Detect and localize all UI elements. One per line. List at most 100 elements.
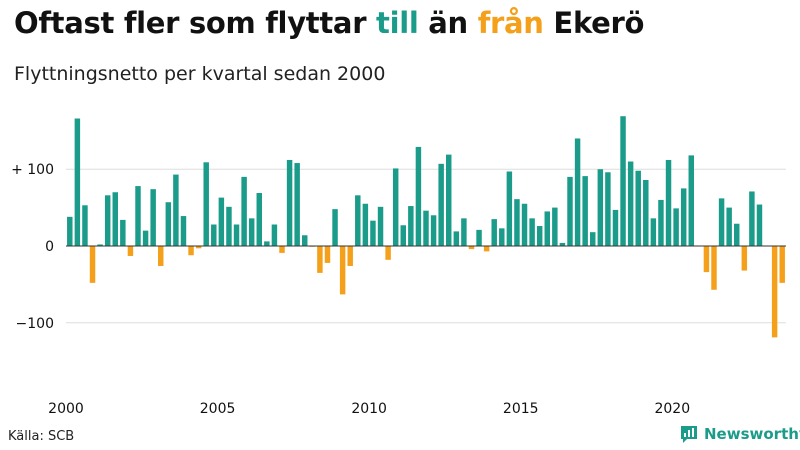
bar: 2017 K1: 91 — [582, 176, 588, 246]
bar: 2001 K3: 70 — [112, 192, 118, 246]
bar: 2009 K4: 55 — [362, 203, 369, 246]
chart-title: Oftast fler som flyttar till än från Eke… — [14, 6, 644, 40]
bar: 2015 K4: 45 — [544, 211, 550, 246]
bar: 2019 K3: 60 — [658, 199, 664, 246]
bar: 2003 K2: 57 — [165, 202, 172, 246]
bar: 2022 K1: 29 — [734, 223, 740, 246]
bar: 2021 K3: 62 — [718, 198, 725, 246]
bar: 2012 K2: 107 — [438, 163, 444, 246]
chart-subtitle: Flyttningsnetto per kvartal sedan 2000 — [14, 63, 386, 85]
bar: 2005 K2: 51 — [226, 206, 232, 246]
bar: 2001 K4: 34 — [120, 219, 126, 246]
y-tick-label: + 100 — [11, 162, 54, 178]
bar: 2003 K3: 93 — [173, 174, 179, 246]
bar: 2007 K2: 112 — [286, 159, 293, 246]
bar: 2002 K3: 20 — [142, 230, 149, 246]
bar: 2011 K4: 46 — [423, 210, 429, 246]
bar: 2012 K4: 19 — [453, 231, 460, 246]
bar: 2016 K2: 4 — [559, 242, 566, 246]
title-part-3: än — [418, 6, 478, 40]
bar: 2009 K3: 66 — [355, 195, 361, 246]
bar: 2018 K1: 47 — [612, 209, 619, 246]
bar: 2004 K2: -3 — [195, 246, 202, 249]
bar: 2010 K4: 101 — [392, 168, 399, 246]
bar: 2013 K4: -7 — [483, 246, 490, 252]
y-tick-label: −100 — [16, 316, 54, 332]
x-tick-label: 2020 — [654, 401, 690, 417]
bar: 2013 K2: -4 — [468, 246, 475, 250]
bar: 2012 K1: 40 — [430, 215, 437, 246]
bar: 2006 K4: 28 — [271, 224, 278, 246]
bar: 2018 K4: 98 — [635, 170, 641, 246]
bar: 2007 K4: 14 — [302, 235, 308, 246]
bar: 2010 K3: -18 — [385, 246, 391, 260]
x-tick-label: 2015 — [503, 401, 539, 417]
bar: 2001 K2: 66 — [104, 195, 111, 246]
bar: 2019 K1: 86 — [643, 179, 649, 246]
bar: 2017 K4: 96 — [605, 172, 611, 246]
bar: 2016 K3: 90 — [567, 176, 573, 246]
bar: 2020 K2: 75 — [680, 188, 687, 246]
bar: 2022 K2: -32 — [741, 246, 748, 271]
bar: 2013 K1: 36 — [461, 218, 467, 246]
bar: 2022 K3: 71 — [749, 191, 755, 246]
bar: 2005 K1: 63 — [218, 197, 225, 246]
bar: 2005 K3: 28 — [233, 224, 240, 246]
bar: 2022 K4: 54 — [756, 204, 763, 246]
bar: 2003 K4: 39 — [180, 216, 187, 246]
brand-logo[interactable]: Newsworthy — [679, 424, 800, 444]
bar: 2007 K3: 108 — [294, 163, 300, 246]
bar: 2014 K2: 23 — [499, 228, 505, 246]
axis-layer: + 100 0 −100 2000 2005 2010 2015 2020 — [11, 162, 786, 417]
bar: 2008 K3: -22 — [324, 246, 331, 263]
bar: 2011 K3: 129 — [415, 146, 422, 246]
bar: 2006 K3: 6 — [264, 241, 270, 246]
bar: 2001 K1: 2 — [97, 244, 103, 246]
bar: 2018 K2: 169 — [620, 116, 626, 247]
bar: 2012 K3: 119 — [446, 154, 452, 246]
bar: 2011 K1: 27 — [400, 225, 406, 246]
bar: 2008 K2: -35 — [317, 246, 323, 273]
title-part-5: Ekerö — [543, 6, 645, 40]
bar: 2017 K2: 18 — [590, 232, 596, 246]
brand-name: Newsworthy — [704, 425, 800, 443]
bar: 2021 K2: -57 — [711, 246, 717, 290]
bar: 2021 K1: -34 — [703, 246, 710, 273]
bar: 2006 K1: 36 — [248, 218, 255, 246]
bars-layer: 2000 K1: 382000 K2: 1662000 K3: 532000 K… — [67, 116, 785, 338]
bar: 2021 K4: 50 — [726, 207, 732, 246]
bar: 2015 K3: 26 — [536, 226, 543, 246]
bar: 2004 K1: -12 — [188, 246, 194, 256]
bar: 2013 K3: 21 — [476, 229, 482, 246]
bar: 2000 K4: -48 — [89, 246, 96, 283]
bar: 2014 K3: 97 — [506, 171, 513, 246]
bar: 2019 K4: 112 — [665, 159, 672, 246]
bar: 2020 K1: 49 — [673, 208, 679, 246]
bar: 2010 K2: 51 — [377, 206, 384, 246]
y-tick-label: 0 — [45, 239, 54, 255]
bar: undefined: -48 — [779, 246, 785, 283]
bar: 2002 K1: -13 — [127, 246, 134, 256]
bar: undefined: -119 — [771, 246, 778, 338]
bar: 2008 K4: 48 — [332, 209, 338, 246]
bar: 2000 K1: 38 — [67, 216, 73, 246]
x-tick-label: 2000 — [48, 401, 84, 417]
bar: 2020 K3: 118 — [688, 155, 694, 246]
title-highlight-till: till — [376, 6, 419, 40]
bar: 2002 K4: 74 — [150, 189, 156, 246]
bar: 2011 K2: 52 — [408, 206, 414, 246]
bar: 2000 K2: 166 — [74, 118, 81, 246]
bar: 2014 K1: 35 — [491, 219, 497, 246]
bar: 2009 K1: -63 — [339, 246, 346, 295]
bar: 2010 K1: 33 — [370, 220, 376, 246]
bar: 2009 K2: -26 — [347, 246, 353, 266]
bar: 2004 K4: 28 — [211, 224, 217, 246]
bar: 2004 K3: 109 — [203, 162, 209, 246]
bar: 2017 K3: 100 — [597, 169, 604, 246]
bar: 2019 K2: 36 — [650, 218, 657, 246]
bar: 2007 K1: -9 — [279, 246, 285, 253]
bar: 2015 K2: 36 — [529, 218, 535, 246]
x-tick-label: 2005 — [200, 401, 236, 417]
bar: 2005 K4: 90 — [241, 176, 247, 246]
